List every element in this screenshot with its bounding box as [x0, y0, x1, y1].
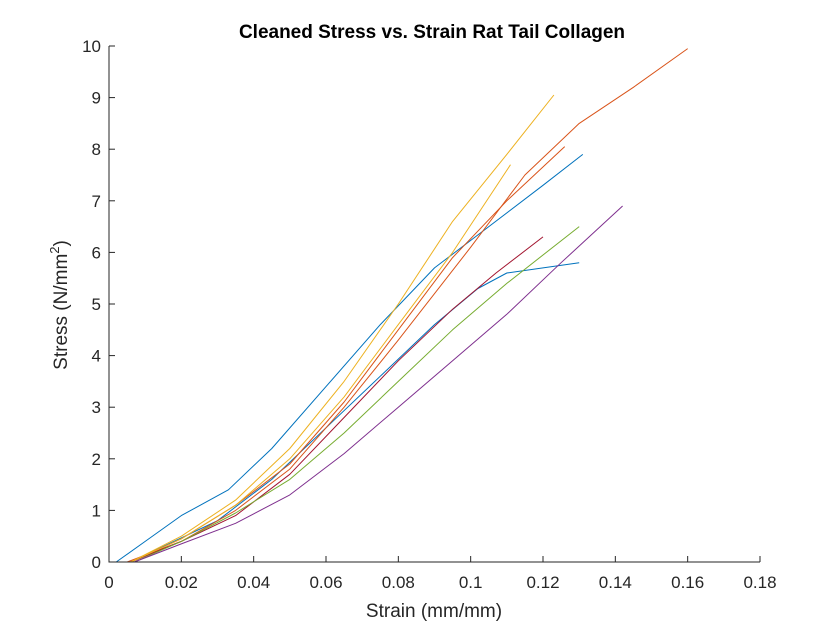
- x-tick-label: 0.1: [459, 573, 483, 592]
- series-line-3: [126, 48, 688, 563]
- y-tick-label: 2: [92, 450, 101, 469]
- x-tick-label: 0.18: [743, 573, 776, 592]
- y-tick-label: 10: [82, 37, 101, 56]
- chart-title: Cleaned Stress vs. Strain Rat Tail Colla…: [239, 22, 625, 43]
- y-tick-label: 6: [92, 243, 101, 262]
- x-tick-label: 0.12: [526, 573, 559, 592]
- series-line-9: [134, 205, 623, 563]
- y-tick-label: 7: [92, 192, 101, 211]
- series-line-7: [130, 164, 511, 563]
- series-line-6: [130, 94, 555, 563]
- y-tick-label: 5: [92, 295, 101, 314]
- series-line-1: [115, 154, 584, 563]
- series-lines: [115, 48, 688, 563]
- series-line-2: [130, 262, 580, 563]
- y-axis-ticks: 0 1 2 3 4 5 6 7 8 9 10: [82, 37, 115, 572]
- y-tick-label: 0: [92, 553, 101, 572]
- y-tick-label: 9: [92, 89, 101, 108]
- x-tick-label: 0.14: [599, 573, 632, 592]
- y-tick-label: 3: [92, 398, 101, 417]
- x-tick-label: 0.06: [309, 573, 342, 592]
- x-tick-label: 0.08: [382, 573, 415, 592]
- x-axis-label: Strain (mm/mm): [366, 601, 502, 622]
- axes-frame: [108, 46, 760, 563]
- series-line-8: [134, 226, 580, 563]
- y-axis-label-superscript: 2: [47, 246, 62, 253]
- y-tick-label: 4: [92, 347, 101, 366]
- x-tick-label: 0.16: [671, 573, 704, 592]
- y-tick-label: 8: [92, 140, 101, 159]
- y-axis-label-main: Stress (N/mm: [51, 254, 72, 370]
- y-axis-label: Stress (N/mm2): [47, 240, 72, 370]
- y-axis-label-close: ): [51, 240, 72, 246]
- x-tick-label: 0: [104, 573, 113, 592]
- x-axis-ticks: 0 0.02 0.04 0.06 0.08 0.1 0.12 0.14 0.16 0.18: [104, 556, 777, 592]
- series-line-5: [130, 236, 544, 563]
- x-tick-label: 0.04: [237, 573, 270, 592]
- x-tick-label: 0.02: [165, 573, 198, 592]
- series-line-4: [130, 146, 566, 563]
- y-tick-label: 1: [92, 501, 101, 520]
